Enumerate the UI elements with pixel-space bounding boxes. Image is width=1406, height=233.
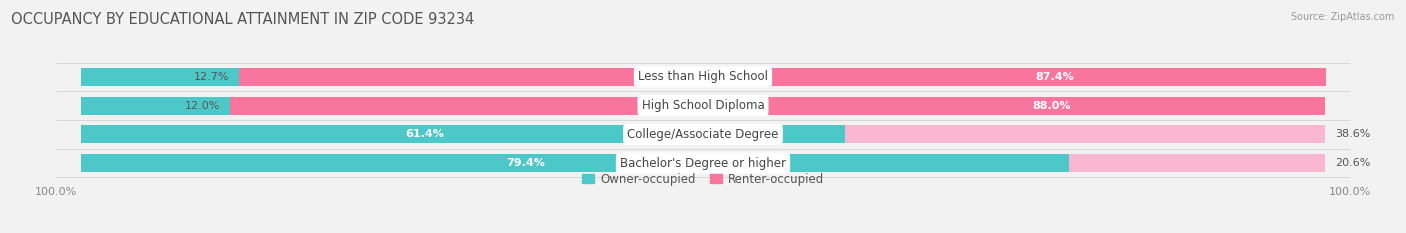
Bar: [82, 97, 231, 115]
Legend: Owner-occupied, Renter-occupied: Owner-occupied, Renter-occupied: [578, 168, 828, 191]
Text: High School Diploma: High School Diploma: [641, 99, 765, 112]
Text: 12.7%: 12.7%: [194, 72, 229, 82]
Text: 79.4%: 79.4%: [506, 158, 546, 168]
Bar: [82, 125, 1324, 143]
Text: OCCUPANCY BY EDUCATIONAL ATTAINMENT IN ZIP CODE 93234: OCCUPANCY BY EDUCATIONAL ATTAINMENT IN Z…: [11, 12, 474, 27]
Bar: [82, 68, 1324, 86]
Text: 12.0%: 12.0%: [186, 101, 221, 111]
Bar: [82, 154, 1069, 172]
Bar: [1069, 154, 1324, 172]
Bar: [82, 68, 239, 86]
Bar: [239, 68, 1326, 86]
Text: 20.6%: 20.6%: [1334, 158, 1371, 168]
Bar: [845, 125, 1324, 143]
Text: 38.6%: 38.6%: [1334, 129, 1371, 139]
Text: Less than High School: Less than High School: [638, 70, 768, 83]
Text: Bachelor's Degree or higher: Bachelor's Degree or higher: [620, 157, 786, 170]
Bar: [82, 154, 1324, 172]
Text: Source: ZipAtlas.com: Source: ZipAtlas.com: [1291, 12, 1395, 22]
Text: 61.4%: 61.4%: [405, 129, 444, 139]
Bar: [82, 125, 845, 143]
Text: 87.4%: 87.4%: [1035, 72, 1074, 82]
Text: 88.0%: 88.0%: [1032, 101, 1070, 111]
Bar: [82, 97, 1324, 115]
Bar: [231, 97, 1324, 115]
Text: College/Associate Degree: College/Associate Degree: [627, 128, 779, 141]
